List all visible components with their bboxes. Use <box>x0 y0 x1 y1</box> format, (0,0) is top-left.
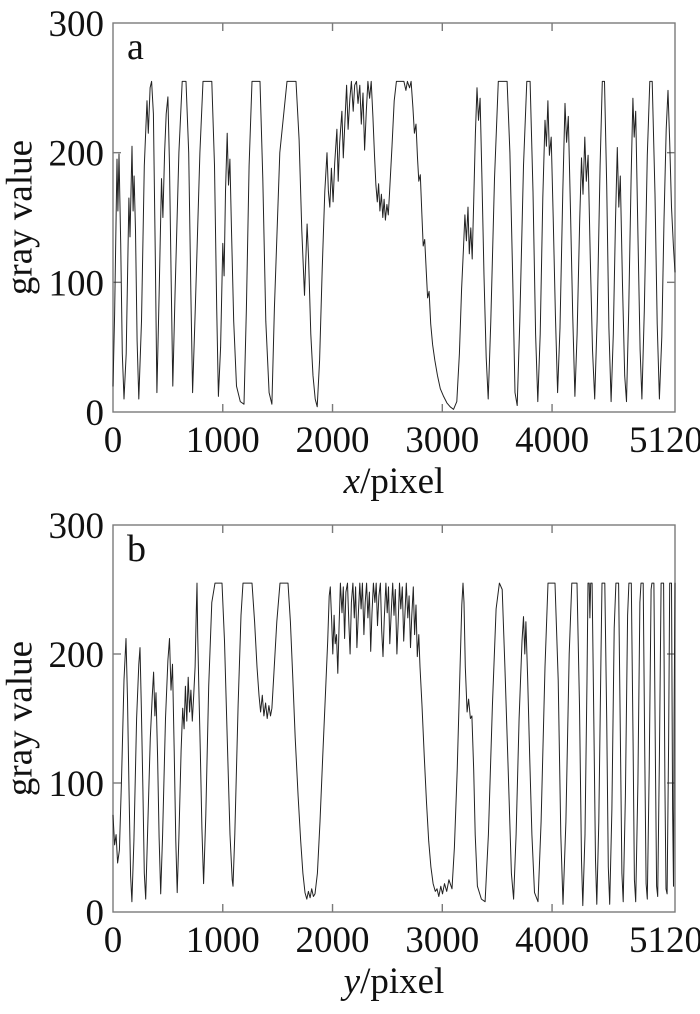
plot-box <box>112 22 676 413</box>
x-tick-label: 4000 <box>515 920 589 961</box>
panel-b-y-axis-label: gray value <box>0 640 41 797</box>
panel-b-x-axis-unit: /pixel <box>360 961 445 1002</box>
panel-a-x-axis-unit: /pixel <box>360 461 445 502</box>
x-tick-label: 2000 <box>296 920 370 961</box>
panel-b-plot-svg: 0 1000 2000 3000 4000 5120 0 100 200 300 <box>49 507 700 961</box>
x-tick-label: 4000 <box>515 420 589 461</box>
x-tick-label: 5120 <box>629 920 700 961</box>
panel-b: 0 1000 2000 3000 4000 5120 0 100 200 300 b gray v… <box>0 507 700 1014</box>
panel-a-y-axis-label: gray value <box>0 139 41 296</box>
x-tick-label: 2000 <box>296 420 370 461</box>
y-tick-label: 300 <box>49 507 105 547</box>
x-tick-label: 1000 <box>186 920 260 961</box>
panel-a-plot-svg: 0 1000 2000 3000 4000 5120 0 100 200 300 <box>49 4 700 461</box>
y-tick-label: 0 <box>86 393 105 434</box>
y-tick-label: 0 <box>86 893 105 934</box>
y-tick-label: 200 <box>49 134 105 175</box>
x-tick-label: 5120 <box>629 420 700 461</box>
panel-a-x-axis-label: x/pixel <box>113 463 675 500</box>
gray-value-line <box>112 582 676 907</box>
y-tick-label: 100 <box>49 764 105 805</box>
panel-a-letter: a <box>127 26 144 68</box>
plot-box <box>112 524 676 913</box>
x-tick-label: 3000 <box>405 420 479 461</box>
x-tick-label: 0 <box>104 920 123 961</box>
panel-a: 0 1000 2000 3000 4000 5120 0 100 200 300 a gray v… <box>0 4 700 500</box>
x-tick-label: 1000 <box>186 420 260 461</box>
y-tick-label: 100 <box>49 263 105 304</box>
panel-a-x-axis-variable: x <box>343 461 361 502</box>
x-tick-label: 3000 <box>405 920 479 961</box>
y-tick-label: 300 <box>49 4 105 45</box>
panel-b-letter: b <box>127 528 146 570</box>
y-tick-label: 200 <box>49 635 105 676</box>
panel-b-x-axis-label: y/pixel <box>113 963 675 1000</box>
x-tick-label: 0 <box>104 420 123 461</box>
panel-b-x-axis-variable: y <box>343 961 361 1002</box>
gray-value-line <box>112 80 676 410</box>
